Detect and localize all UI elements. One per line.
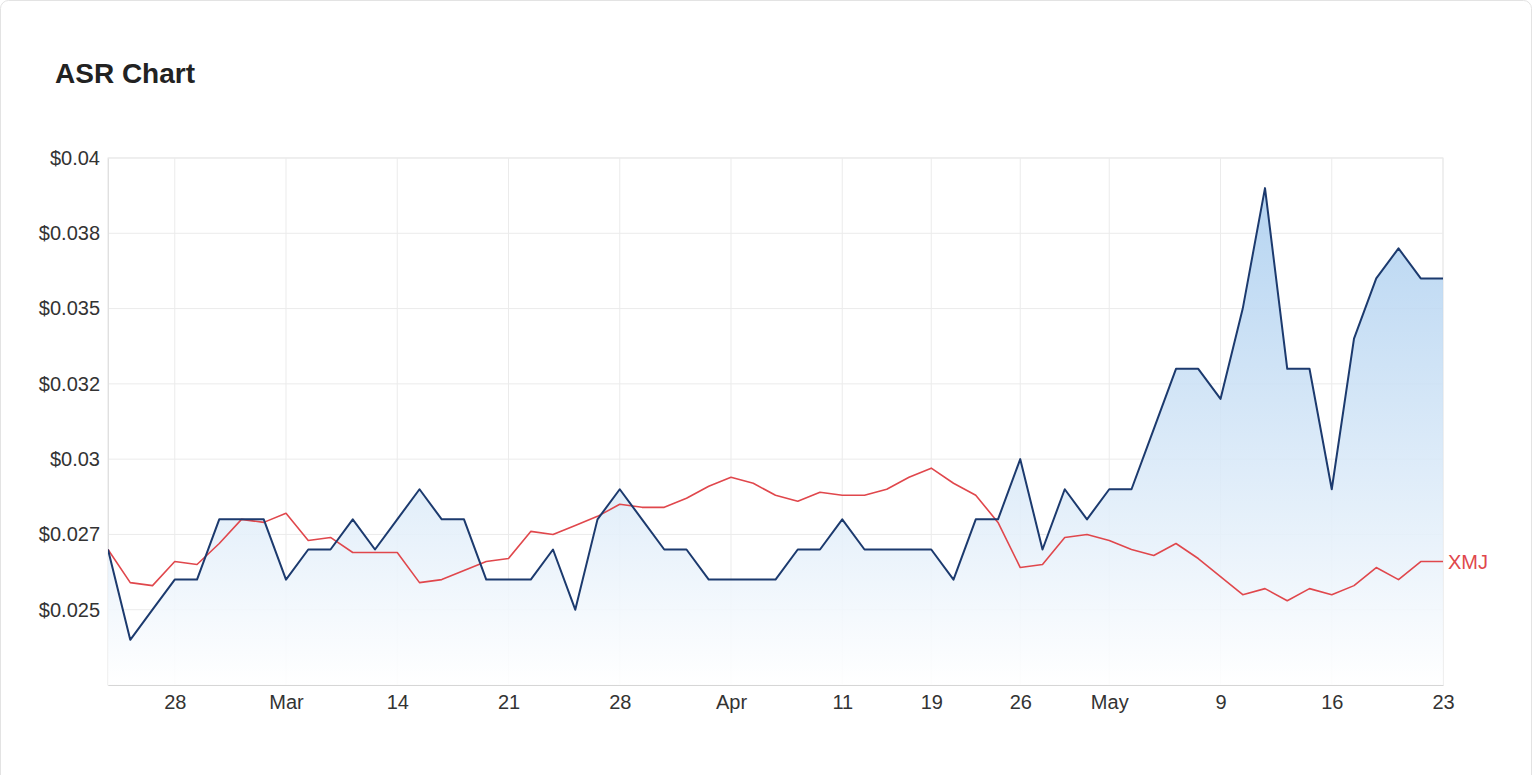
x-tick: 9 [1215,685,1226,713]
y-tick: $0.035 [39,297,108,319]
x-tick: 28 [164,685,186,713]
y-tick: $0.032 [39,373,108,395]
series-label: XMJ [1448,551,1488,573]
x-tick: Apr [716,685,747,713]
y-tick-label: $0.038 [39,222,100,244]
x-tick: May [1091,685,1129,713]
x-tick-label: 28 [164,691,186,713]
y-tick-label: $0.032 [39,373,100,395]
chart-title: ASR Chart [55,58,195,89]
series-line [108,188,1443,640]
x-tick-label: 11 [832,691,853,713]
x-tick-label: 19 [921,691,943,713]
y-tick-label: $0.03 [50,448,100,470]
y-tick-label: $0.035 [39,297,100,319]
chart-svg: ASR Chart$0.025$0.027$0.03$0.032$0.035$0… [0,0,1532,775]
plot-area [108,188,1443,685]
x-tick-label: 16 [1321,691,1343,713]
x-tick-label: May [1091,691,1129,713]
y-grid-line [108,158,1443,159]
card [1,1,1532,775]
x-tick: 23 [1432,685,1454,713]
x-tick-label: 14 [387,691,409,713]
series-line [108,468,1443,601]
y-tick: $0.038 [39,222,108,244]
x-tick: 14 [387,685,409,713]
y-tick-label: $0.025 [39,599,100,621]
y-grid-line [108,233,1443,234]
y-axis: $0.025 $0.027 $0.03 $0.032 $0.035 $0.038 $0.04 [39,147,109,686]
y-tick: $0.03 [50,448,108,470]
x-axis-line [109,685,1444,686]
x-tick-label: 28 [609,691,631,713]
x-tick-label: 26 [1010,691,1032,713]
x-tick-label: 21 [498,691,520,713]
x-tick: 11 [832,685,853,713]
x-tick: 28 [609,685,631,713]
series-area [108,188,1443,685]
x-tick-label: 23 [1432,691,1454,713]
y-tick: $0.025 [39,599,108,621]
grid [108,158,1443,685]
y-tick: $0.04 [50,147,108,169]
x-tick-label: 9 [1215,691,1226,713]
x-tick-label: Apr [716,691,747,713]
x-tick: Mar [269,685,304,713]
x-tick: 21 [498,685,520,713]
y-tick-label: $0.04 [50,147,100,169]
x-tick: 16 [1321,685,1343,713]
y-tick: $0.027 [39,523,108,545]
plot-frame [108,158,1443,685]
x-axis: 28 Mar 14 21 28 Apr 11 19 26 May 9 16 23 [109,685,1455,713]
x-tick: 19 [921,685,943,713]
y-tick-label: $0.027 [39,523,100,545]
x-tick: 26 [1010,685,1032,713]
x-tick-label: Mar [269,691,304,713]
